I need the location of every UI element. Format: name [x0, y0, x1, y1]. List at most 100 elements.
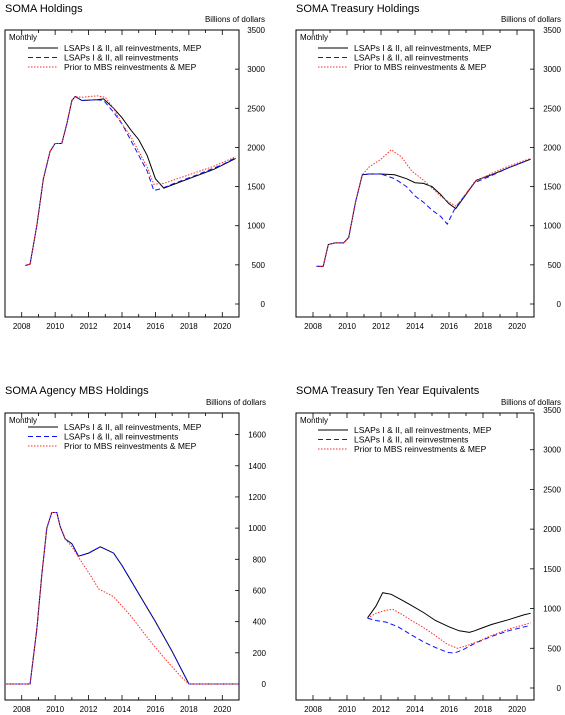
- legend-label: LSAPs I & II, all reinvestments: [64, 432, 178, 442]
- unit-label: Billions of dollars: [501, 398, 561, 407]
- plot-area: 0 200 400 600 800 1000 1200 1400 1600 2008 2010 201…: [4, 413, 267, 714]
- series-line: [24, 95, 236, 267]
- legend-label: LSAPs I & II, all reinvestments: [64, 53, 178, 63]
- series-line: [24, 95, 236, 267]
- legend-label: Prior to MBS reinvestments & MEP: [64, 441, 197, 451]
- plot-area: 0 500 1000 1500 2000 2500 3000 3500 2008 2010 2012…: [295, 26, 562, 331]
- legend-label: Prior to MBS reinvestments & MEP: [354, 62, 487, 72]
- y-tick-label: 2000: [247, 143, 265, 152]
- y-tick-label: 3500: [543, 406, 561, 415]
- x-tick-label: 2012: [80, 705, 98, 714]
- panel-title: SOMA Treasury Holdings: [296, 3, 420, 15]
- x-tick-label: 2016: [147, 705, 165, 714]
- y-tick-label: 1000: [543, 605, 561, 614]
- legend-label: LSAPs I & II, all reinvestments, MEP: [64, 422, 202, 432]
- x-tick-label: 2018: [180, 705, 198, 714]
- y-tick-label: 0: [261, 300, 266, 309]
- y-tick-label: 1400: [248, 462, 266, 471]
- y-tick-label: 2000: [543, 143, 561, 152]
- x-tick-label: 2010: [46, 705, 64, 714]
- y-tick-label: 1000: [247, 222, 265, 231]
- y-tick-label: 2500: [543, 104, 561, 113]
- series-line: [5, 512, 239, 685]
- panel-soma-holdings: SOMA Holdings Billions of dollars Monthl…: [4, 3, 266, 331]
- legend-label: Prior to MBS reinvestments & MEP: [354, 444, 487, 454]
- x-tick-label: 2008: [304, 322, 322, 331]
- x-tick-label: 2014: [113, 322, 131, 331]
- legend-label: LSAPs I & II, all reinvestments, MEP: [354, 43, 492, 53]
- x-tick-label: 2008: [13, 322, 31, 331]
- series-line: [367, 617, 531, 654]
- y-tick-label: 3500: [543, 26, 561, 35]
- x-tick-label: 2008: [304, 705, 322, 714]
- series-line: [316, 158, 531, 267]
- y-tick-label: 1500: [543, 565, 561, 574]
- x-tick-label: 2016: [147, 322, 165, 331]
- y-tick-label: 3500: [247, 26, 265, 35]
- y-tick-label: 3000: [247, 65, 265, 74]
- x-tick-label: 2018: [474, 322, 492, 331]
- unit-label: Billions of dollars: [501, 15, 561, 24]
- x-tick-label: 2020: [508, 705, 526, 714]
- y-tick-label: 1200: [248, 493, 266, 502]
- x-tick-label: 2020: [213, 322, 231, 331]
- panel-title: SOMA Treasury Ten Year Equivalents: [296, 385, 480, 397]
- x-tick-label: 2014: [406, 705, 424, 714]
- y-tick-label: 200: [253, 649, 267, 658]
- x-tick-label: 2018: [474, 705, 492, 714]
- plot-frame: [4, 412, 240, 701]
- x-tick-label: 2012: [80, 322, 98, 331]
- x-tick-label: 2012: [372, 322, 390, 331]
- y-tick-label: 1000: [543, 222, 561, 231]
- series-line: [24, 95, 236, 267]
- panel-soma-treasury-ten-year-equivalents: SOMA Treasury Ten Year Equivalents Billi…: [295, 385, 562, 714]
- series-line: [366, 592, 531, 633]
- plot-area: 0 500 1000 1500 2000 2500 3000 3500 2008 2010 2012…: [4, 26, 266, 331]
- legend-label: Prior to MBS reinvestments & MEP: [64, 62, 197, 72]
- y-tick-label: 0: [557, 684, 562, 693]
- x-tick-label: 2010: [338, 322, 356, 331]
- x-tick-label: 2016: [440, 705, 458, 714]
- y-tick-label: 500: [548, 261, 562, 270]
- y-tick-label: 1500: [543, 183, 561, 192]
- y-tick-label: 2500: [247, 104, 265, 113]
- frequency-label: Monthly: [9, 416, 37, 425]
- x-tick-label: 2010: [338, 705, 356, 714]
- y-tick-label: 400: [253, 618, 267, 627]
- y-tick-label: 2000: [543, 525, 561, 534]
- x-tick-label: 2012: [372, 705, 390, 714]
- y-tick-label: 800: [253, 555, 267, 564]
- y-tick-label: 2500: [543, 485, 561, 494]
- y-tick-label: 1600: [248, 431, 266, 440]
- y-tick-label: 0: [262, 680, 267, 689]
- legend-label: LSAPs I & II, all reinvestments, MEP: [354, 425, 492, 435]
- series-line: [367, 608, 531, 649]
- panel-title: SOMA Holdings: [5, 3, 83, 15]
- plot-frame: [295, 412, 535, 701]
- frequency-label: Monthly: [9, 33, 37, 42]
- x-tick-label: 2010: [46, 322, 64, 331]
- x-tick-label: 2014: [113, 705, 131, 714]
- y-tick-label: 500: [548, 644, 562, 653]
- unit-label: Billions of dollars: [205, 15, 265, 24]
- unit-label: Billions of dollars: [206, 398, 266, 407]
- x-tick-label: 2018: [180, 322, 198, 331]
- series-line: [5, 512, 239, 685]
- panel-soma-treasury-holdings: SOMA Treasury Holdings Billions of dolla…: [295, 3, 562, 331]
- panel-title: SOMA Agency MBS Holdings: [5, 385, 149, 397]
- x-tick-label: 2014: [406, 322, 424, 331]
- y-tick-label: 600: [253, 586, 267, 595]
- x-tick-label: 2020: [508, 322, 526, 331]
- y-tick-label: 0: [557, 300, 562, 309]
- plot-frame: [295, 29, 535, 318]
- legend-label: LSAPs I & II, all reinvestments, MEP: [64, 43, 202, 53]
- panel-soma-agency-mbs-holdings: SOMA Agency MBS Holdings Billions of dol…: [4, 385, 267, 714]
- x-tick-label: 2016: [440, 322, 458, 331]
- y-tick-label: 3000: [543, 65, 561, 74]
- frequency-label: Monthly: [300, 416, 328, 425]
- frequency-label: Monthly: [300, 33, 328, 42]
- x-tick-label: 2008: [13, 705, 31, 714]
- series-line: [316, 149, 531, 267]
- plot-area: 0 500 1000 1500 2000 2500 3000 3500 2008 2010 2012…: [295, 406, 562, 714]
